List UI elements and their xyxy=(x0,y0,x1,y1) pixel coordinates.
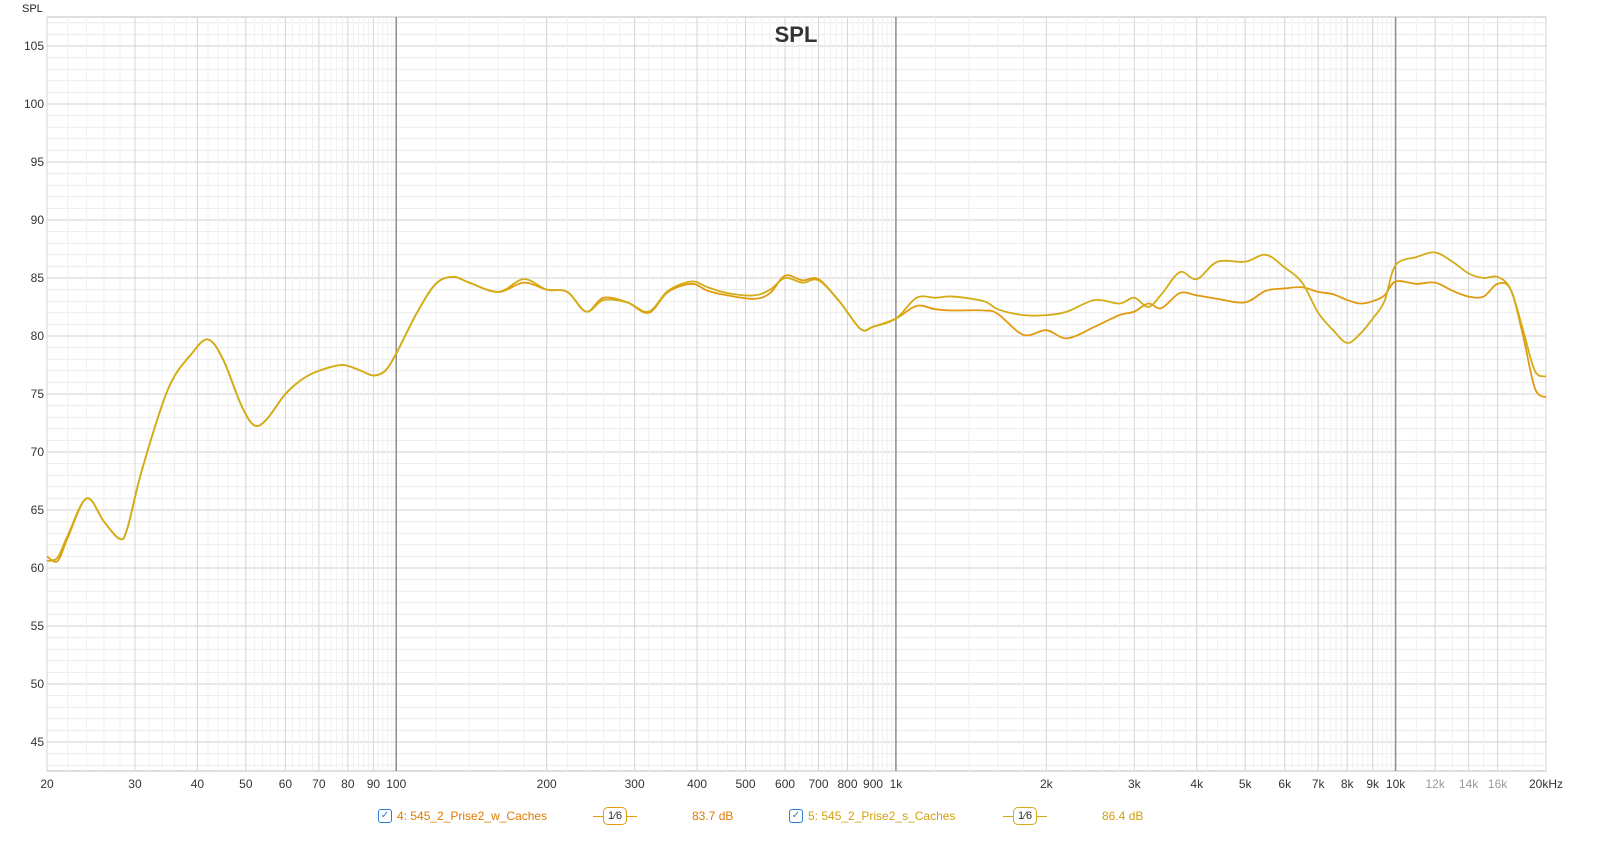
y-tick-label: 65 xyxy=(31,503,45,517)
x-tick-label: 3k xyxy=(1128,777,1142,791)
y-tick-label: 60 xyxy=(31,561,45,575)
x-tick-label: 70 xyxy=(312,777,326,791)
x-tick-label: 1k xyxy=(890,777,904,791)
x-tick-label: 800 xyxy=(837,777,857,791)
x-tick-label: 900 xyxy=(863,777,883,791)
y-axis-tick-labels: 45 50 55 60 65 70 75 80 85 90 95 100 105 xyxy=(24,39,44,749)
x-tick-label: 700 xyxy=(809,777,829,791)
y-tick-label: 50 xyxy=(31,677,45,691)
legend-level: 83.7 dB xyxy=(692,809,734,823)
x-axis-tick-labels: 20 30 40 50 60 70 80 90 100 200 300 400 500 600 700 800… xyxy=(40,777,1563,791)
x-tick-label: 9k xyxy=(1366,777,1380,791)
y-tick-label: 80 xyxy=(31,329,45,343)
x-tick-label: 90 xyxy=(367,777,381,791)
y-tick-label: 95 xyxy=(31,155,45,169)
x-tick-label: 200 xyxy=(537,777,557,791)
legend-item-2[interactable]: ✓ 5: 545_2_Prise2_s_Caches xyxy=(789,805,955,827)
chart-grid xyxy=(46,16,1547,772)
y-tick-label: 100 xyxy=(24,97,44,111)
y-tick-label: 90 xyxy=(31,213,45,227)
smoothing-control-1[interactable]: 1⁄6 xyxy=(593,805,638,827)
x-tick-label: 100 xyxy=(386,777,406,791)
x-tick-label: 4k xyxy=(1190,777,1204,791)
x-tick-label: 2k xyxy=(1040,777,1054,791)
spl-chart: 45 50 55 60 65 70 75 80 85 90 95 100 105 20 30 40 50 60 7… xyxy=(22,3,1563,791)
y-tick-label: 55 xyxy=(31,619,45,633)
x-tick-label: 6k xyxy=(1278,777,1292,791)
y-tick-label: 45 xyxy=(31,735,45,749)
y-tick-label: 75 xyxy=(31,387,45,401)
checkbox-icon[interactable]: ✓ xyxy=(789,809,803,823)
x-tick-label: 12k xyxy=(1425,777,1445,791)
x-tick-label: 400 xyxy=(687,777,707,791)
x-tick-label: 5k xyxy=(1239,777,1253,791)
x-tick-label: 10k xyxy=(1386,777,1406,791)
x-tick-label: 7k xyxy=(1312,777,1326,791)
x-tick-label: 60 xyxy=(279,777,293,791)
legend-level: 86.4 dB xyxy=(1102,809,1144,823)
x-tick-label: 30 xyxy=(128,777,142,791)
legend-series-name: 4: 545_2_Prise2_w_Caches xyxy=(397,809,548,823)
smoothing-label[interactable]: 1⁄6 xyxy=(1013,807,1038,825)
x-tick-label: 8k xyxy=(1341,777,1355,791)
legend-item-1[interactable]: ✓ 4: 545_2_Prise2_w_Caches xyxy=(378,805,547,827)
x-tick-label: 16k xyxy=(1488,777,1508,791)
x-tick-label: 300 xyxy=(625,777,645,791)
x-tick-label: 20kHz xyxy=(1529,777,1563,791)
x-tick-label: 600 xyxy=(775,777,795,791)
legend-series-name: 5: 545_2_Prise2_s_Caches xyxy=(808,809,956,823)
x-tick-label: 500 xyxy=(735,777,755,791)
y-tick-label: 85 xyxy=(31,271,45,285)
y-tick-label: 105 xyxy=(24,39,44,53)
x-tick-label: 80 xyxy=(341,777,355,791)
x-tick-label: 50 xyxy=(239,777,253,791)
smoothing-control-2[interactable]: 1⁄6 xyxy=(1003,805,1048,827)
x-tick-label: 20 xyxy=(40,777,54,791)
smoothing-label[interactable]: 1⁄6 xyxy=(603,807,628,825)
legend: ✓ 4: 545_2_Prise2_w_Caches 1⁄6 83.7 dB ✓… xyxy=(0,800,1600,844)
series-lines xyxy=(46,251,1547,563)
chart-title: SPL xyxy=(775,22,818,47)
x-tick-label: 40 xyxy=(191,777,205,791)
checkbox-icon[interactable]: ✓ xyxy=(378,809,392,823)
series-line-2 xyxy=(46,251,1547,562)
y-tick-label: 70 xyxy=(31,445,45,459)
x-tick-label: 14k xyxy=(1459,777,1479,791)
y-axis-label: SPL xyxy=(22,3,43,15)
